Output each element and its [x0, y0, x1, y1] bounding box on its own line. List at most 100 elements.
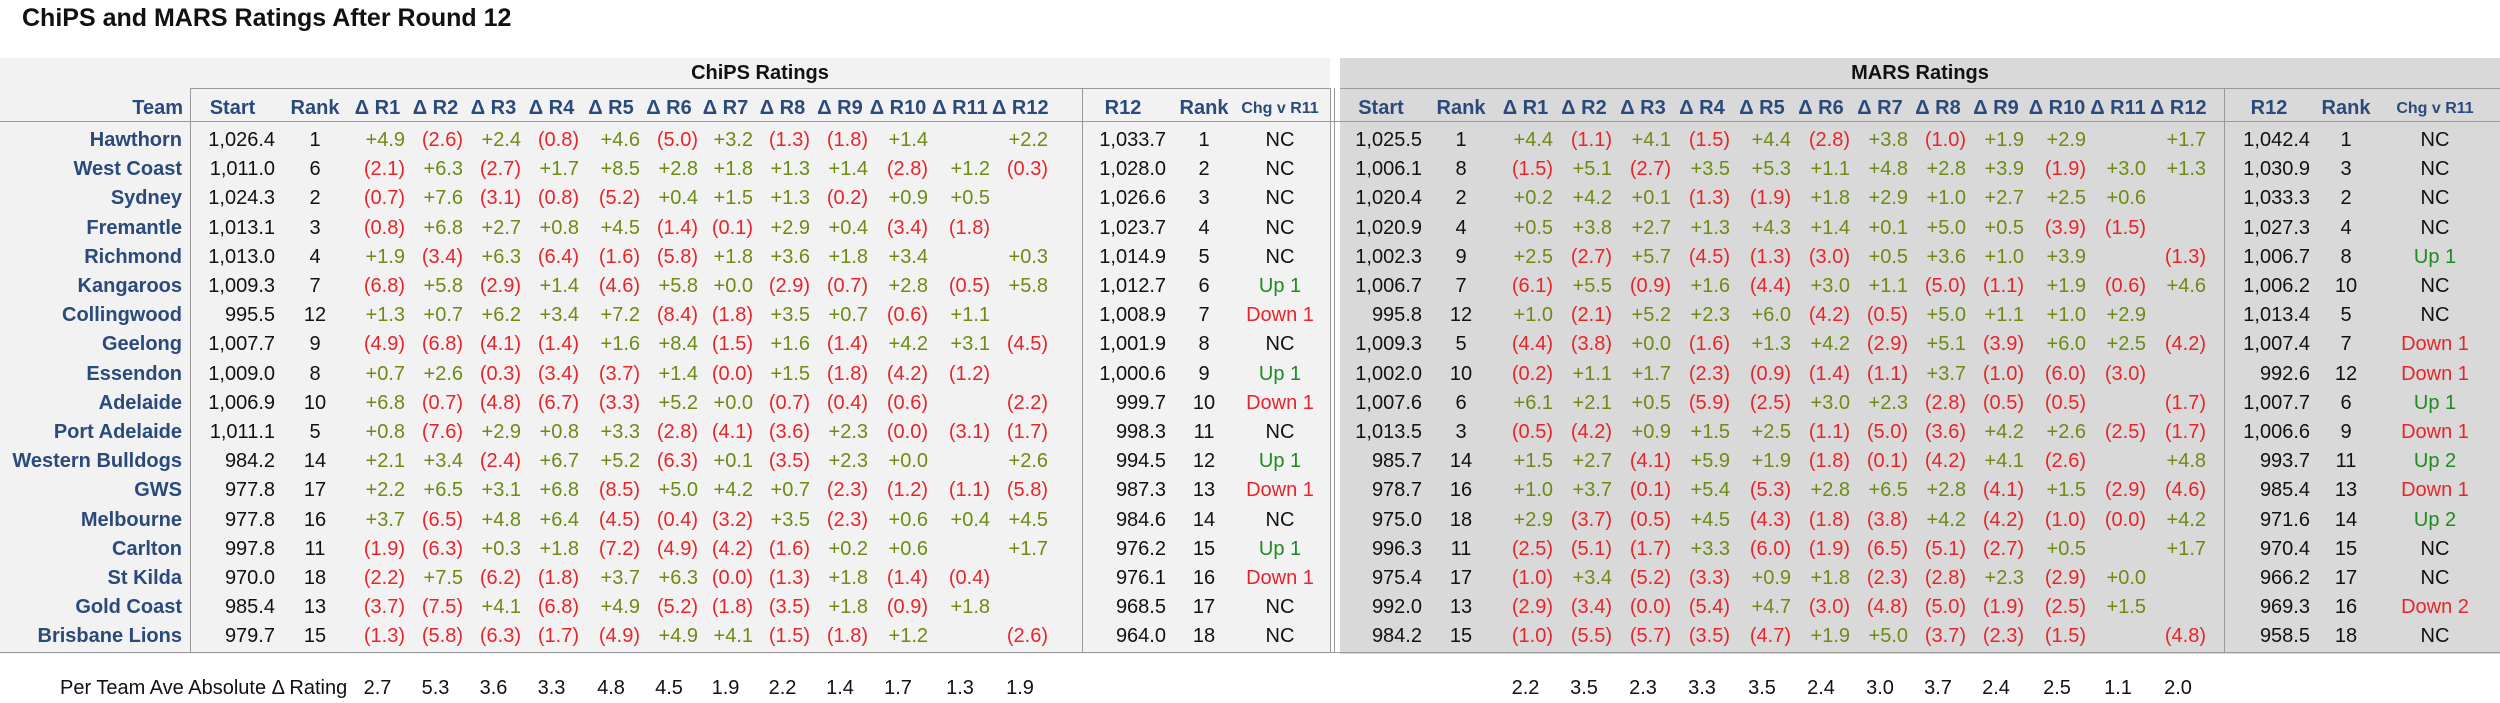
mars-cell-12-8: +6.5 — [1868, 479, 1908, 502]
chips-cell-4-14: 1,014.9 — [1099, 245, 1166, 268]
chips-cell-11-11: +0.0 — [888, 450, 928, 473]
chips-cell-16-4: +4.1 — [481, 596, 521, 619]
mars-cell-3-12: (1.5) — [2104, 216, 2146, 239]
mars-cell-12-9: +2.8 — [1926, 479, 1966, 502]
team-name: Carlton — [112, 537, 182, 560]
mars-cell-7-12: +2.5 — [2106, 333, 2146, 356]
chips-cell-10-12: (3.1) — [948, 421, 990, 443]
mars-cell-2-16: NC — [2420, 187, 2450, 210]
mars-header-7: Δ R6 — [1798, 97, 1844, 119]
mars-cell-3-5: +1.3 — [1690, 216, 1730, 239]
chips-cell-7-8: (1.5) — [711, 333, 753, 356]
chips-cell-16-5: (6.8) — [537, 596, 579, 619]
mars-cell-5-9: (5.0) — [1924, 275, 1966, 297]
section-divider-left — [1330, 88, 1331, 652]
chips-cell-16-11: (0.9) — [886, 596, 928, 619]
mars-header-8: Δ R7 — [1857, 97, 1903, 119]
mars-cell-11-8: (0.1) — [1866, 450, 1908, 473]
team-name: Collingwood — [62, 304, 182, 327]
chips-cell-2-3: +7.6 — [423, 187, 463, 210]
chips-cell-12-11: (1.2) — [886, 479, 928, 502]
chips-cell-4-4: +6.3 — [481, 245, 521, 268]
chips-cell-15-7: +6.3 — [658, 567, 698, 589]
chips-left-divider — [190, 88, 191, 652]
chips-cell-5-0: 1,009.3 — [208, 275, 275, 297]
chips-cell-5-9: (2.9) — [768, 275, 810, 297]
mars-cell-16-16: Down 2 — [2401, 596, 2469, 619]
chips-cell-8-15: 9 — [1198, 362, 1210, 385]
chips-cell-5-10: (0.7) — [826, 275, 868, 297]
chips-cell-13-1: 16 — [303, 508, 327, 531]
chips-footer-avg: 3.6 — [479, 677, 508, 699]
chips-cell-17-0: 979.7 — [224, 625, 275, 648]
mars-cell-11-14: 993.7 — [2259, 450, 2310, 473]
chips-cell-4-10: +1.8 — [828, 245, 868, 268]
chips-cell-5-14: 1,012.7 — [1099, 275, 1166, 297]
chips-cell-7-4: (4.1) — [479, 333, 521, 356]
mars-header-0: Start — [1358, 97, 1404, 119]
chips-cell-14-0: 997.8 — [224, 537, 275, 560]
chips-cell-1-5: +1.7 — [539, 158, 579, 181]
chips-cell-11-2: +2.1 — [365, 450, 405, 473]
chips-cell-13-5: +6.4 — [539, 508, 579, 531]
mars-cell-13-11: (1.0) — [2044, 508, 2086, 531]
chips-cell-16-7: (5.2) — [656, 596, 698, 619]
chips-cell-4-9: +3.6 — [770, 245, 810, 268]
mars-cell-12-16: Down 1 — [2401, 479, 2469, 502]
chips-cell-11-8: +0.1 — [713, 450, 753, 473]
chips-cell-3-12: (1.8) — [948, 216, 990, 239]
mars-cell-14-4: (1.7) — [1629, 537, 1671, 560]
mars-cell-9-16: Up 1 — [2413, 391, 2457, 414]
chips-cell-12-2: +2.2 — [365, 479, 405, 502]
chips-cell-11-0: 984.2 — [224, 450, 275, 473]
mars-cell-2-2: +0.2 — [1513, 187, 1553, 210]
team-name: GWS — [134, 479, 182, 502]
chips-cell-8-11: (4.2) — [886, 362, 928, 385]
mars-cell-1-8: +4.8 — [1868, 158, 1908, 181]
chips-cell-9-2: +6.8 — [365, 391, 405, 414]
mars-cell-13-5: +4.5 — [1690, 508, 1730, 531]
mars-cell-11-16: Up 2 — [2413, 450, 2457, 473]
mars-header-14: R12 — [2250, 97, 2288, 119]
mars-header-5: Δ R4 — [1679, 97, 1725, 119]
mars-cell-12-2: +1.0 — [1513, 479, 1553, 502]
chips-cell-10-8: (4.1) — [711, 421, 753, 443]
chips-cell-15-3: +7.5 — [423, 567, 463, 589]
chips-cell-8-3: +2.6 — [423, 362, 463, 385]
mars-cell-7-5: (1.6) — [1688, 333, 1730, 356]
mars-cell-17-9: (3.7) — [1924, 625, 1966, 648]
chips-cell-14-2: (1.9) — [363, 537, 405, 560]
chips-header-4: Δ R3 — [470, 97, 517, 119]
mars-cell-10-6: +2.5 — [1751, 421, 1791, 443]
mars-cell-16-7: (3.0) — [1808, 596, 1850, 619]
chips-cell-10-13: (1.7) — [1006, 421, 1048, 443]
chips-cell-8-5: (3.4) — [537, 362, 579, 385]
mars-cell-14-13: +1.7 — [2166, 537, 2206, 560]
mars-cell-2-3: +4.2 — [1572, 187, 1612, 210]
mars-cell-4-1: 9 — [1455, 245, 1467, 268]
mars-cell-17-1: 15 — [1449, 625, 1473, 648]
mars-cell-10-5: +1.5 — [1690, 421, 1730, 443]
mars-cell-7-14: 1,007.4 — [2243, 333, 2310, 356]
chips-cell-10-9: (3.6) — [768, 421, 810, 443]
mars-header-1: Rank — [1436, 97, 1486, 119]
chips-cell-4-7: (5.8) — [656, 245, 698, 268]
chips-cell-12-1: 17 — [303, 479, 327, 502]
chips-cell-0-6: +4.6 — [600, 129, 640, 151]
chips-cell-12-4: +3.1 — [481, 479, 521, 502]
chips-cell-6-3: +0.7 — [423, 304, 463, 327]
mars-cell-7-11: +6.0 — [2046, 333, 2086, 356]
chips-cell-15-0: 970.0 — [224, 567, 275, 589]
mars-cell-9-9: (2.8) — [1924, 391, 1966, 414]
mars-cell-10-2: (0.5) — [1511, 421, 1553, 443]
mars-cell-5-3: +5.5 — [1572, 275, 1612, 297]
team-name: Port Adelaide — [53, 421, 182, 443]
chips-cell-0-16: NC — [1265, 129, 1295, 151]
chips-cell-9-0: 1,006.9 — [208, 391, 275, 414]
chips-cell-1-14: 1,028.0 — [1099, 158, 1166, 181]
chips-cell-6-16: Down 1 — [1246, 304, 1314, 327]
mars-cell-6-9: +5.0 — [1926, 304, 1966, 327]
chips-cell-0-5: (0.8) — [537, 129, 579, 151]
mars-cell-0-8: +3.8 — [1868, 129, 1908, 151]
